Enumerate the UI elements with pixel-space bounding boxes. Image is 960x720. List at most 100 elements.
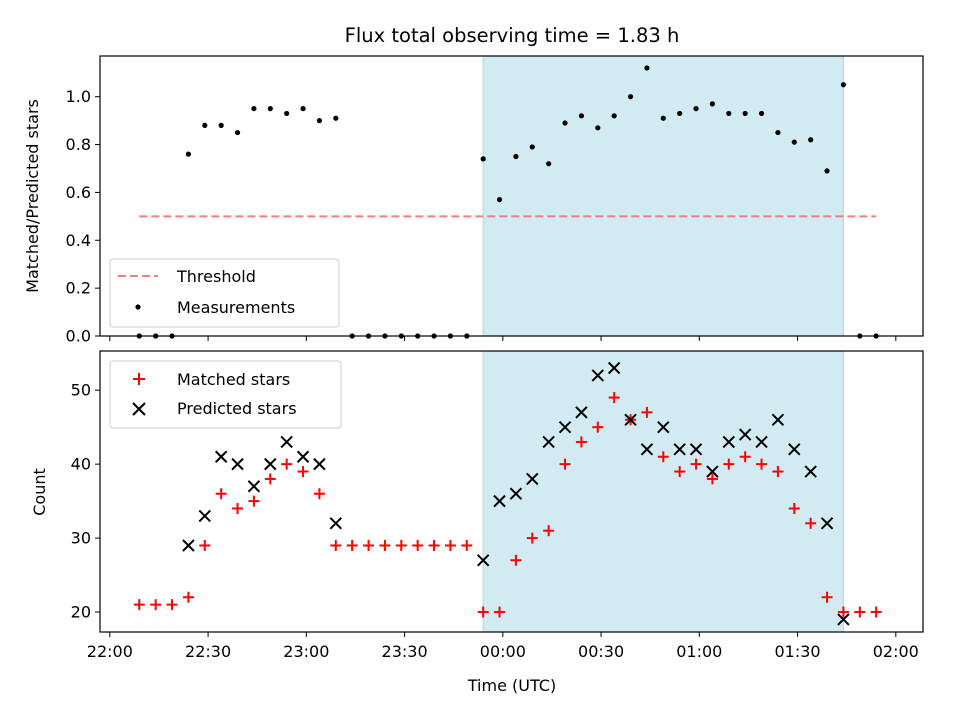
predicted-star-point [804, 465, 817, 478]
bottom-legend: Matched stars Predicted stars [109, 360, 342, 429]
matched-star-point [477, 606, 489, 618]
measurement-point [775, 129, 781, 136]
predicted-star-point [607, 361, 621, 375]
predicted-star-point [558, 420, 572, 434]
predicted-star-point [198, 509, 212, 523]
measurement-point [529, 144, 535, 150]
predicted-star-point [640, 443, 654, 456]
matched-star-point [592, 421, 604, 433]
measurements-legend-label: Measurements [177, 298, 295, 317]
predicted-star-point [673, 443, 686, 456]
predicted-star-point [591, 369, 605, 382]
measurement-point [333, 115, 339, 121]
measurement-point [284, 110, 290, 117]
shaded-interval [482, 55, 844, 337]
measurement-point [218, 122, 224, 129]
matched-star-point [870, 606, 882, 618]
measurement-point [791, 139, 797, 145]
matched-star-point [510, 554, 522, 566]
measurement-point [693, 106, 699, 112]
matched-star-point [199, 539, 211, 551]
matched-star-point [559, 458, 571, 470]
measurement-point [824, 168, 830, 174]
x-tick-label: 02:00 [873, 642, 919, 661]
measurement-point [808, 137, 814, 143]
measurement-point [627, 94, 634, 100]
matched-star-point [526, 532, 538, 544]
top-panel-frame [99, 55, 924, 337]
predicted-star-point [657, 420, 670, 434]
predicted-star-point [182, 539, 195, 552]
matched-star-point [281, 458, 293, 470]
matched-star-point [756, 458, 768, 470]
matched-star-point [608, 392, 620, 404]
y-tick-label: 30 [71, 529, 91, 548]
matched-star-point [363, 539, 375, 551]
matched-star-point [412, 539, 424, 551]
top-legend: Threshold Measurements [109, 258, 340, 328]
matched-star-point [690, 458, 702, 470]
matched-star-point [182, 591, 194, 603]
predicted-star-point [820, 517, 834, 530]
matched-star-point [232, 503, 244, 515]
matched-star-point [739, 451, 751, 463]
matched-star-point [166, 599, 178, 611]
predicted-star-point [738, 428, 752, 441]
matched-star-point [805, 517, 817, 529]
matched-star-point [821, 591, 833, 603]
measurement-point [562, 120, 568, 126]
matched-star-point [543, 525, 555, 537]
matched-star-point [723, 458, 735, 470]
predicted-star-point [526, 472, 539, 486]
y-tick-label: 50 [71, 381, 91, 400]
predicted-star-point [313, 457, 326, 471]
predicted-star-point [214, 450, 228, 463]
threshold-legend-label: Threshold [176, 267, 256, 286]
x-tick-label: 00:00 [480, 642, 526, 661]
matched-star-point [575, 436, 587, 448]
predicted-star-point [722, 435, 736, 449]
y-tick-label: 0.0 [66, 327, 91, 346]
measurement-point [742, 110, 748, 117]
matched-star-point [837, 606, 849, 618]
measurement-point [546, 161, 552, 167]
measurement-point [758, 110, 765, 117]
matched-star-point [444, 539, 456, 551]
measurement-point [185, 151, 192, 157]
bottom-legend-box [109, 360, 342, 429]
measurement-point [496, 196, 503, 203]
measurement-point [234, 129, 241, 136]
y-tick-label: 40 [71, 455, 91, 474]
matched-star-point [264, 473, 276, 485]
measurement-point [480, 156, 486, 162]
x-tick-label: 23:00 [283, 642, 329, 661]
predicted-star-point [493, 494, 506, 508]
measurement-point [267, 106, 273, 112]
predicted-legend-label: Predicted stars [177, 399, 297, 418]
predicted-star-point [264, 457, 277, 471]
matched-legend-label: Matched stars [177, 370, 290, 389]
x-tick-label: 00:30 [578, 642, 624, 661]
predicted-star-point [837, 613, 850, 626]
predicted-star-point [296, 450, 310, 463]
measurement-point [202, 122, 208, 129]
y-tick-label: 1.0 [66, 87, 91, 106]
chart-title: Flux total observing time = 1.83 h [345, 24, 680, 47]
matched-star-point [313, 488, 325, 500]
measurement-point [709, 101, 716, 107]
shaded-interval [482, 350, 844, 633]
measurement-point [611, 113, 617, 119]
predicted-star-point [575, 406, 588, 419]
predicted-star-point [689, 443, 703, 456]
measurement-point [251, 106, 257, 112]
matched-star-point [150, 599, 162, 611]
matched-star-point [215, 488, 227, 500]
matched-star-point [461, 539, 473, 551]
measurement-point [578, 113, 585, 119]
predicted-star-point [247, 480, 261, 493]
x-tick-label: 23:30 [382, 642, 428, 661]
measurement-point [595, 125, 601, 131]
y-tick-label: 0.2 [66, 279, 91, 298]
top-legend-box [109, 258, 340, 328]
matched-star-point [346, 539, 358, 551]
